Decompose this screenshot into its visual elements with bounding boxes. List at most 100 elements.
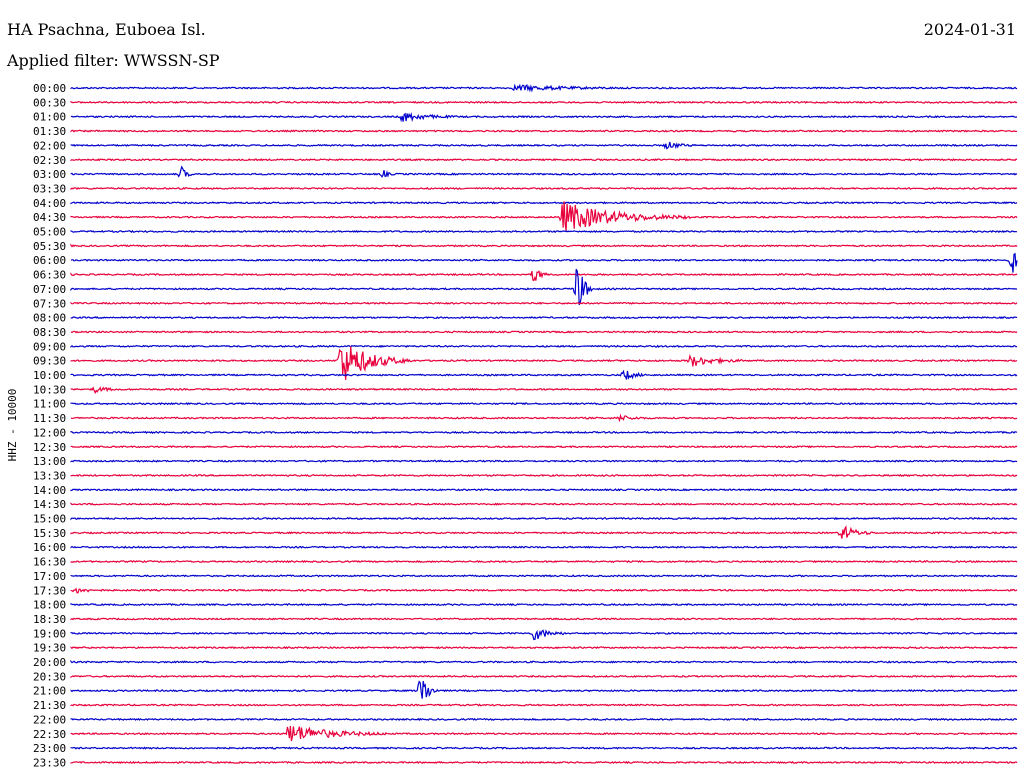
trace-line	[70, 268, 1018, 306]
trace-line	[70, 646, 1018, 650]
row-time-label: 20:30	[33, 670, 66, 683]
trace-line	[70, 726, 1018, 742]
row-time-label: 17:00	[33, 570, 66, 583]
row-time-label: 03:30	[33, 182, 66, 195]
trace-line	[70, 229, 1017, 234]
trace-line	[70, 703, 1018, 707]
row-time-label: 02:00	[33, 139, 66, 152]
trace-line	[70, 369, 1018, 380]
trace-line	[70, 629, 1018, 641]
row-time-label: 09:00	[33, 340, 66, 353]
row-time-label: 23:00	[33, 742, 66, 755]
row-time-label: 08:00	[33, 312, 66, 325]
trace-line	[70, 201, 1018, 232]
trace-line	[70, 516, 1018, 521]
trace-line	[70, 141, 1018, 150]
row-time-label: 13:30	[33, 469, 66, 482]
station-title: HA Psachna, Euboea Isl.	[7, 20, 206, 39]
filter-label: Applied filter: WWSSN-SP	[7, 51, 220, 70]
trace-line	[70, 243, 1018, 248]
trace-line	[70, 430, 1018, 435]
trace-line	[70, 301, 1018, 305]
row-time-label: 04:30	[33, 211, 66, 224]
trace-line	[70, 201, 1018, 205]
row-time-label: 18:00	[33, 599, 66, 612]
row-time-label: 14:30	[33, 498, 66, 511]
row-time-label: 09:30	[33, 355, 66, 368]
trace-line	[70, 473, 1018, 478]
trace-line	[70, 445, 1018, 449]
row-time-label: 15:30	[33, 527, 66, 540]
trace-line	[70, 344, 1018, 348]
row-time-label: 18:30	[33, 613, 66, 626]
row-time-label: 06:00	[33, 254, 66, 267]
trace-line	[70, 386, 1018, 395]
trace-line	[70, 746, 1018, 750]
trace-line	[70, 674, 1018, 678]
row-time-label: 22:00	[33, 713, 66, 726]
row-time-label: 13:00	[33, 455, 66, 468]
row-time-label: 11:30	[33, 412, 66, 425]
trace-line	[70, 112, 1018, 123]
trace-line	[70, 602, 1018, 607]
row-time-label: 05:00	[33, 226, 66, 239]
row-time-label: 01:30	[33, 125, 66, 138]
trace-line	[70, 617, 1018, 621]
row-time-label: 16:30	[33, 556, 66, 569]
row-time-label: 06:30	[33, 269, 66, 282]
row-time-label: 00:00	[33, 82, 66, 95]
row-time-label: 01:00	[33, 111, 66, 124]
row-time-label: 04:00	[33, 197, 66, 210]
trace-line	[70, 252, 1018, 273]
trace-line	[70, 316, 1018, 320]
row-time-label: 07:30	[33, 297, 66, 310]
trace-line	[70, 346, 1018, 380]
row-time-label: 00:30	[33, 96, 66, 109]
row-time-label: 23:30	[33, 756, 66, 769]
row-time-label: 03:00	[33, 168, 66, 181]
trace-line	[70, 270, 1018, 282]
row-time-label: 10:00	[33, 369, 66, 382]
trace-line	[70, 83, 1018, 93]
trace-line	[70, 459, 1018, 463]
row-time-label: 12:00	[33, 426, 66, 439]
trace-line	[70, 330, 1018, 334]
trace-line	[70, 680, 1018, 699]
row-time-label: 21:30	[33, 699, 66, 712]
trace-line	[70, 559, 1018, 564]
trace-line	[70, 186, 1018, 191]
row-time-label: 14:00	[33, 484, 66, 497]
row-time-label: 08:30	[33, 326, 66, 339]
row-time-label: 17:30	[33, 584, 66, 597]
trace-line	[70, 760, 1018, 765]
trace-line	[70, 574, 1018, 578]
trace-line	[70, 717, 1018, 722]
row-time-label: 12:30	[33, 441, 66, 454]
row-time-label: 19:30	[33, 642, 66, 655]
row-time-label: 22:30	[33, 728, 66, 741]
row-time-label: 21:00	[33, 685, 66, 698]
row-time-label: 05:30	[33, 240, 66, 253]
trace-line	[70, 525, 1018, 539]
trace-line	[70, 488, 1018, 492]
row-time-label: 15:00	[33, 513, 66, 526]
row-time-label: 07:00	[33, 283, 66, 296]
y-axis-label: HHZ - 10000	[6, 389, 19, 462]
trace-line	[70, 100, 1018, 104]
trace-line	[70, 587, 1018, 594]
trace-line	[70, 413, 1018, 423]
trace-line	[70, 158, 1018, 162]
date-label: 2024-01-31	[923, 20, 1016, 39]
trace-line	[70, 545, 1018, 549]
trace-line	[70, 402, 1018, 406]
row-time-label: 11:00	[33, 398, 66, 411]
row-time-label: 02:30	[33, 154, 66, 167]
row-time-label: 20:00	[33, 656, 66, 669]
trace-line	[70, 502, 1018, 506]
trace-line	[70, 659, 1018, 664]
trace-line	[70, 165, 1018, 178]
row-time-label: 16:00	[33, 541, 66, 554]
trace-line	[70, 129, 1018, 133]
row-time-label: 19:00	[33, 627, 66, 640]
